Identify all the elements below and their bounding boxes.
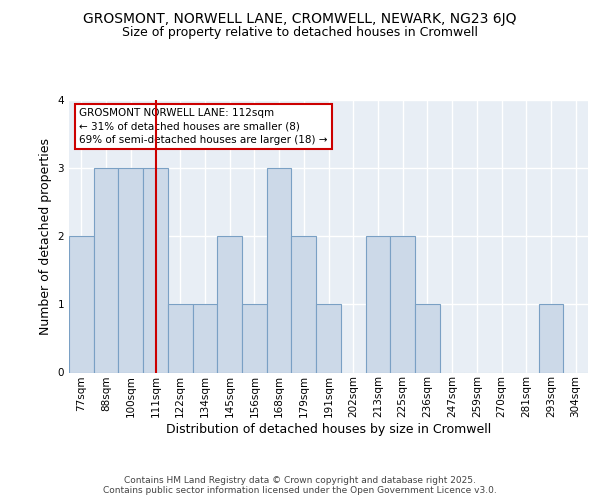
Bar — [217, 236, 242, 372]
Bar — [316, 304, 341, 372]
Bar — [390, 236, 415, 372]
Text: GROSMONT, NORWELL LANE, CROMWELL, NEWARK, NG23 6JQ: GROSMONT, NORWELL LANE, CROMWELL, NEWARK… — [83, 12, 517, 26]
Bar — [193, 304, 217, 372]
Bar — [69, 236, 94, 372]
Text: Contains HM Land Registry data © Crown copyright and database right 2025.
Contai: Contains HM Land Registry data © Crown c… — [103, 476, 497, 495]
Bar — [267, 168, 292, 372]
Bar — [143, 168, 168, 372]
Bar — [415, 304, 440, 372]
Y-axis label: Number of detached properties: Number of detached properties — [39, 138, 52, 335]
Text: Size of property relative to detached houses in Cromwell: Size of property relative to detached ho… — [122, 26, 478, 39]
Bar — [94, 168, 118, 372]
Bar — [118, 168, 143, 372]
Bar — [242, 304, 267, 372]
Text: GROSMONT NORWELL LANE: 112sqm
← 31% of detached houses are smaller (8)
69% of se: GROSMONT NORWELL LANE: 112sqm ← 31% of d… — [79, 108, 328, 144]
Bar — [365, 236, 390, 372]
Bar — [168, 304, 193, 372]
Bar — [292, 236, 316, 372]
Bar — [539, 304, 563, 372]
X-axis label: Distribution of detached houses by size in Cromwell: Distribution of detached houses by size … — [166, 423, 491, 436]
